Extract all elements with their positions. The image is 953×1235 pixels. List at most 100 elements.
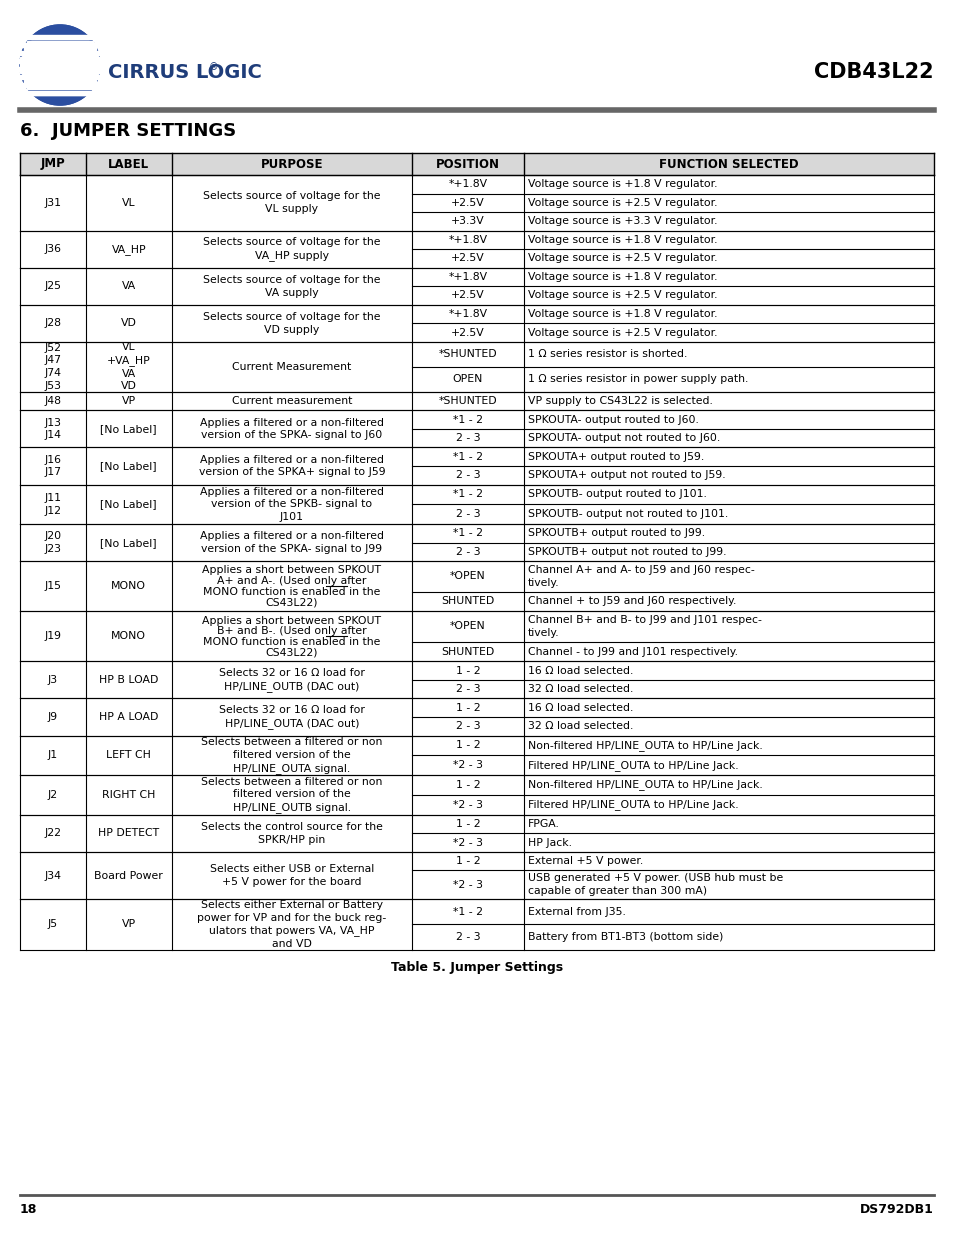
Text: VP: VP [122,919,135,930]
Text: +2.5V: +2.5V [451,198,484,207]
Text: 16 Ω load selected.: 16 Ω load selected. [527,703,633,713]
Text: [No Label]: [No Label] [100,461,157,471]
Text: RIGHT CH: RIGHT CH [102,790,155,800]
Text: Applies a short between SPKOUT: Applies a short between SPKOUT [202,615,381,626]
Bar [20,662,933,699]
Text: *+1.8V: *+1.8V [448,309,487,319]
Bar [20,815,933,852]
Bar [18,59,102,63]
Text: HP B LOAD: HP B LOAD [99,676,158,685]
Text: 32 Ω load selected.: 32 Ω load selected. [527,684,633,694]
Bar [18,75,102,79]
Text: MONO function is enabled in the: MONO function is enabled in the [203,636,380,647]
Text: VL
+VA_HP
VA
VD: VL +VA_HP VA VD [107,342,151,391]
Text: HP DETECT: HP DETECT [98,829,159,839]
Text: SPKOUTA+ output not routed to J59.: SPKOUTA+ output not routed to J59. [527,471,724,480]
Bar [20,153,933,175]
Text: [No Label]: [No Label] [100,499,157,509]
Text: SPKOUTB+ output routed to J99.: SPKOUTB+ output routed to J99. [527,529,704,538]
Text: J1: J1 [48,751,58,761]
Bar [24,80,96,84]
Bar [20,611,933,662]
Text: Applies a filtered or a non-filtered
version of the SPKB- signal to
J101: Applies a filtered or a non-filtered ver… [200,487,383,522]
Text: Current measurement: Current measurement [232,396,352,406]
Text: *1 - 2: *1 - 2 [453,452,482,462]
Text: 1 Ω series resistor is shorted.: 1 Ω series resistor is shorted. [527,350,686,359]
Text: 1 Ω series resistor in power supply path.: 1 Ω series resistor in power supply path… [527,374,747,384]
Bar [20,699,933,736]
Text: Applies a filtered or a non-filtered
version of the SPKA- signal to J60: Applies a filtered or a non-filtered ver… [200,417,383,441]
Text: SPKOUTB- output routed to J101.: SPKOUTB- output routed to J101. [527,489,706,499]
Bar [20,447,933,484]
Text: CS43L22): CS43L22) [265,647,318,657]
Text: J34: J34 [45,871,61,881]
Text: DS792DB1: DS792DB1 [860,1203,933,1216]
Text: 2 - 3: 2 - 3 [456,721,479,731]
Text: Selects source of voltage for the
VD supply: Selects source of voltage for the VD sup… [203,312,380,335]
Text: SPKOUTA- output routed to J60.: SPKOUTA- output routed to J60. [527,415,698,425]
Bar [20,852,933,899]
Text: VA_HP: VA_HP [112,243,146,254]
Text: VP: VP [122,396,135,406]
Text: Voltage source is +2.5 V regulator.: Voltage source is +2.5 V regulator. [527,327,717,337]
Text: Selects source of voltage for the
VA_HP supply: Selects source of voltage for the VA_HP … [203,237,380,261]
Bar [20,410,933,447]
Bar [18,91,102,95]
Text: *1 - 2: *1 - 2 [453,906,482,916]
Text: MONO: MONO [112,631,146,641]
Text: VA: VA [122,282,135,291]
Text: VL: VL [122,198,135,207]
Bar [18,35,102,40]
Text: 2 - 3: 2 - 3 [456,547,479,557]
Text: HP A LOAD: HP A LOAD [99,713,158,722]
Text: J11
J12: J11 J12 [45,493,61,516]
Circle shape [20,25,100,105]
Bar [20,391,933,410]
Text: +2.5V: +2.5V [451,327,484,337]
Text: HP Jack.: HP Jack. [527,837,571,847]
Text: 2 - 3: 2 - 3 [456,471,479,480]
Text: *SHUNTED: *SHUNTED [438,396,497,406]
Text: *1 - 2: *1 - 2 [453,489,482,499]
Bar [31,91,89,95]
Text: FUNCTION SELECTED: FUNCTION SELECTED [659,158,798,170]
Text: Voltage source is +1.8 V regulator.: Voltage source is +1.8 V regulator. [527,272,717,282]
Text: USB generated +5 V power. (USB hub must be
capable of greater than 300 mA): USB generated +5 V power. (USB hub must … [527,873,782,897]
Bar [20,305,933,342]
Text: J15: J15 [45,582,61,592]
Text: J5: J5 [48,919,58,930]
Text: Table 5. Jumper Settings: Table 5. Jumper Settings [391,962,562,974]
Bar [20,268,933,305]
Text: J36: J36 [45,245,61,254]
Bar [18,67,102,70]
Text: J48: J48 [45,396,61,406]
Text: A+ and A-. (Used only after: A+ and A-. (Used only after [217,576,366,585]
Text: 2 - 3: 2 - 3 [456,433,479,443]
Bar [20,776,933,815]
Text: J31: J31 [45,198,61,207]
Text: CIRRUS LOGIC: CIRRUS LOGIC [108,63,262,82]
Text: Selects source of voltage for the
VA supply: Selects source of voltage for the VA sup… [203,274,380,298]
Text: *1 - 2: *1 - 2 [453,529,482,538]
Text: 1 - 2: 1 - 2 [456,781,479,790]
Text: [No Label]: [No Label] [100,424,157,433]
Text: J20
J23: J20 J23 [44,531,61,555]
Text: 1 - 2: 1 - 2 [456,741,479,751]
Text: Voltage source is +2.5 V regulator.: Voltage source is +2.5 V regulator. [527,290,717,300]
Text: JMP: JMP [40,158,65,170]
Bar [20,57,99,62]
Bar [20,524,933,561]
Text: *+1.8V: *+1.8V [448,272,487,282]
Text: Board Power: Board Power [94,871,163,881]
Text: 6.  JUMPER SETTINGS: 6. JUMPER SETTINGS [20,122,236,140]
Text: SHUNTED: SHUNTED [441,647,494,657]
Text: LABEL: LABEL [108,158,150,170]
Text: [No Label]: [No Label] [100,537,157,547]
Text: *OPEN: *OPEN [450,572,485,582]
Text: Filtered HP/LINE_OUTA to HP/Line Jack.: Filtered HP/LINE_OUTA to HP/Line Jack. [527,799,738,810]
Text: POSITION: POSITION [436,158,499,170]
Text: Selects between a filtered or non
filtered version of the
HP/LINE_OUTB signal.: Selects between a filtered or non filter… [201,777,382,813]
Text: *2 - 3: *2 - 3 [453,837,482,847]
Text: *2 - 3: *2 - 3 [453,879,482,890]
Bar [18,51,102,56]
